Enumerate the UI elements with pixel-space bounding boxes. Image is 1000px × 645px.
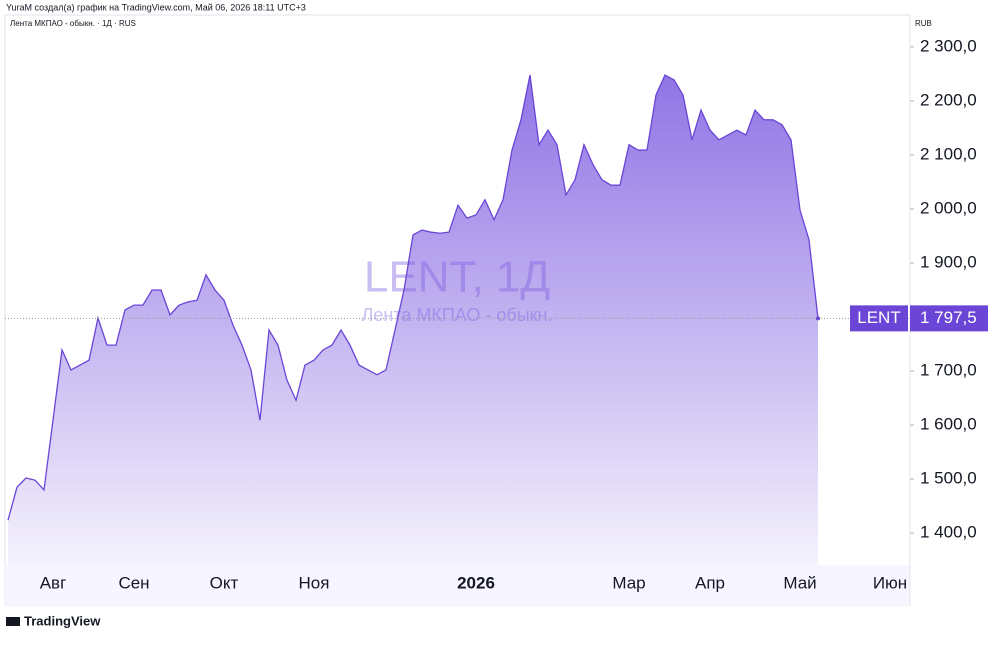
x-tick-label: Май bbox=[783, 573, 816, 592]
x-tick-label: 2026 bbox=[457, 573, 495, 592]
y-tick-label: 2 300,0 bbox=[920, 36, 977, 55]
y-tick-label: 1 400,0 bbox=[920, 523, 977, 542]
x-tick-label: Июн bbox=[873, 573, 907, 592]
y-tick-label: 1 700,0 bbox=[920, 361, 977, 380]
x-tick-label: Апр bbox=[695, 573, 725, 592]
x-tick-label: Окт bbox=[210, 573, 239, 592]
y-tick-label: 1 900,0 bbox=[920, 252, 977, 271]
symbol-badge bbox=[850, 305, 908, 332]
price-badge bbox=[910, 305, 988, 332]
logo-text: TradingView bbox=[24, 613, 101, 628]
credit: YuraM создал(а) график на TradingView.co… bbox=[6, 2, 306, 12]
y-tick-label: 1 500,0 bbox=[920, 469, 977, 488]
y-tick-label: 1 600,0 bbox=[920, 415, 977, 434]
logo-mark bbox=[6, 617, 20, 626]
symbol-line: Лента МКПАО - обыкн. · 1Д · RUS bbox=[10, 19, 136, 28]
y-tick-label: 2 200,0 bbox=[920, 90, 977, 109]
x-tick-label: Ноя bbox=[299, 573, 330, 592]
symbol-label: LENT bbox=[857, 308, 900, 327]
area-fill bbox=[8, 74, 818, 566]
last-point bbox=[816, 316, 820, 321]
price-line bbox=[7, 74, 819, 521]
time-axis-bg bbox=[5, 565, 910, 605]
x-tick-label: Сен bbox=[118, 573, 149, 592]
y-tick-label: 2 100,0 bbox=[920, 144, 977, 163]
logo: TradingView bbox=[6, 613, 101, 628]
price-label: 1 797,5 bbox=[920, 308, 977, 327]
x-tick-label: Авг bbox=[40, 573, 67, 592]
x-tick-label: Мар bbox=[612, 573, 645, 592]
currency: RUB bbox=[915, 19, 932, 28]
y-tick-label: 2 000,0 bbox=[920, 198, 977, 217]
